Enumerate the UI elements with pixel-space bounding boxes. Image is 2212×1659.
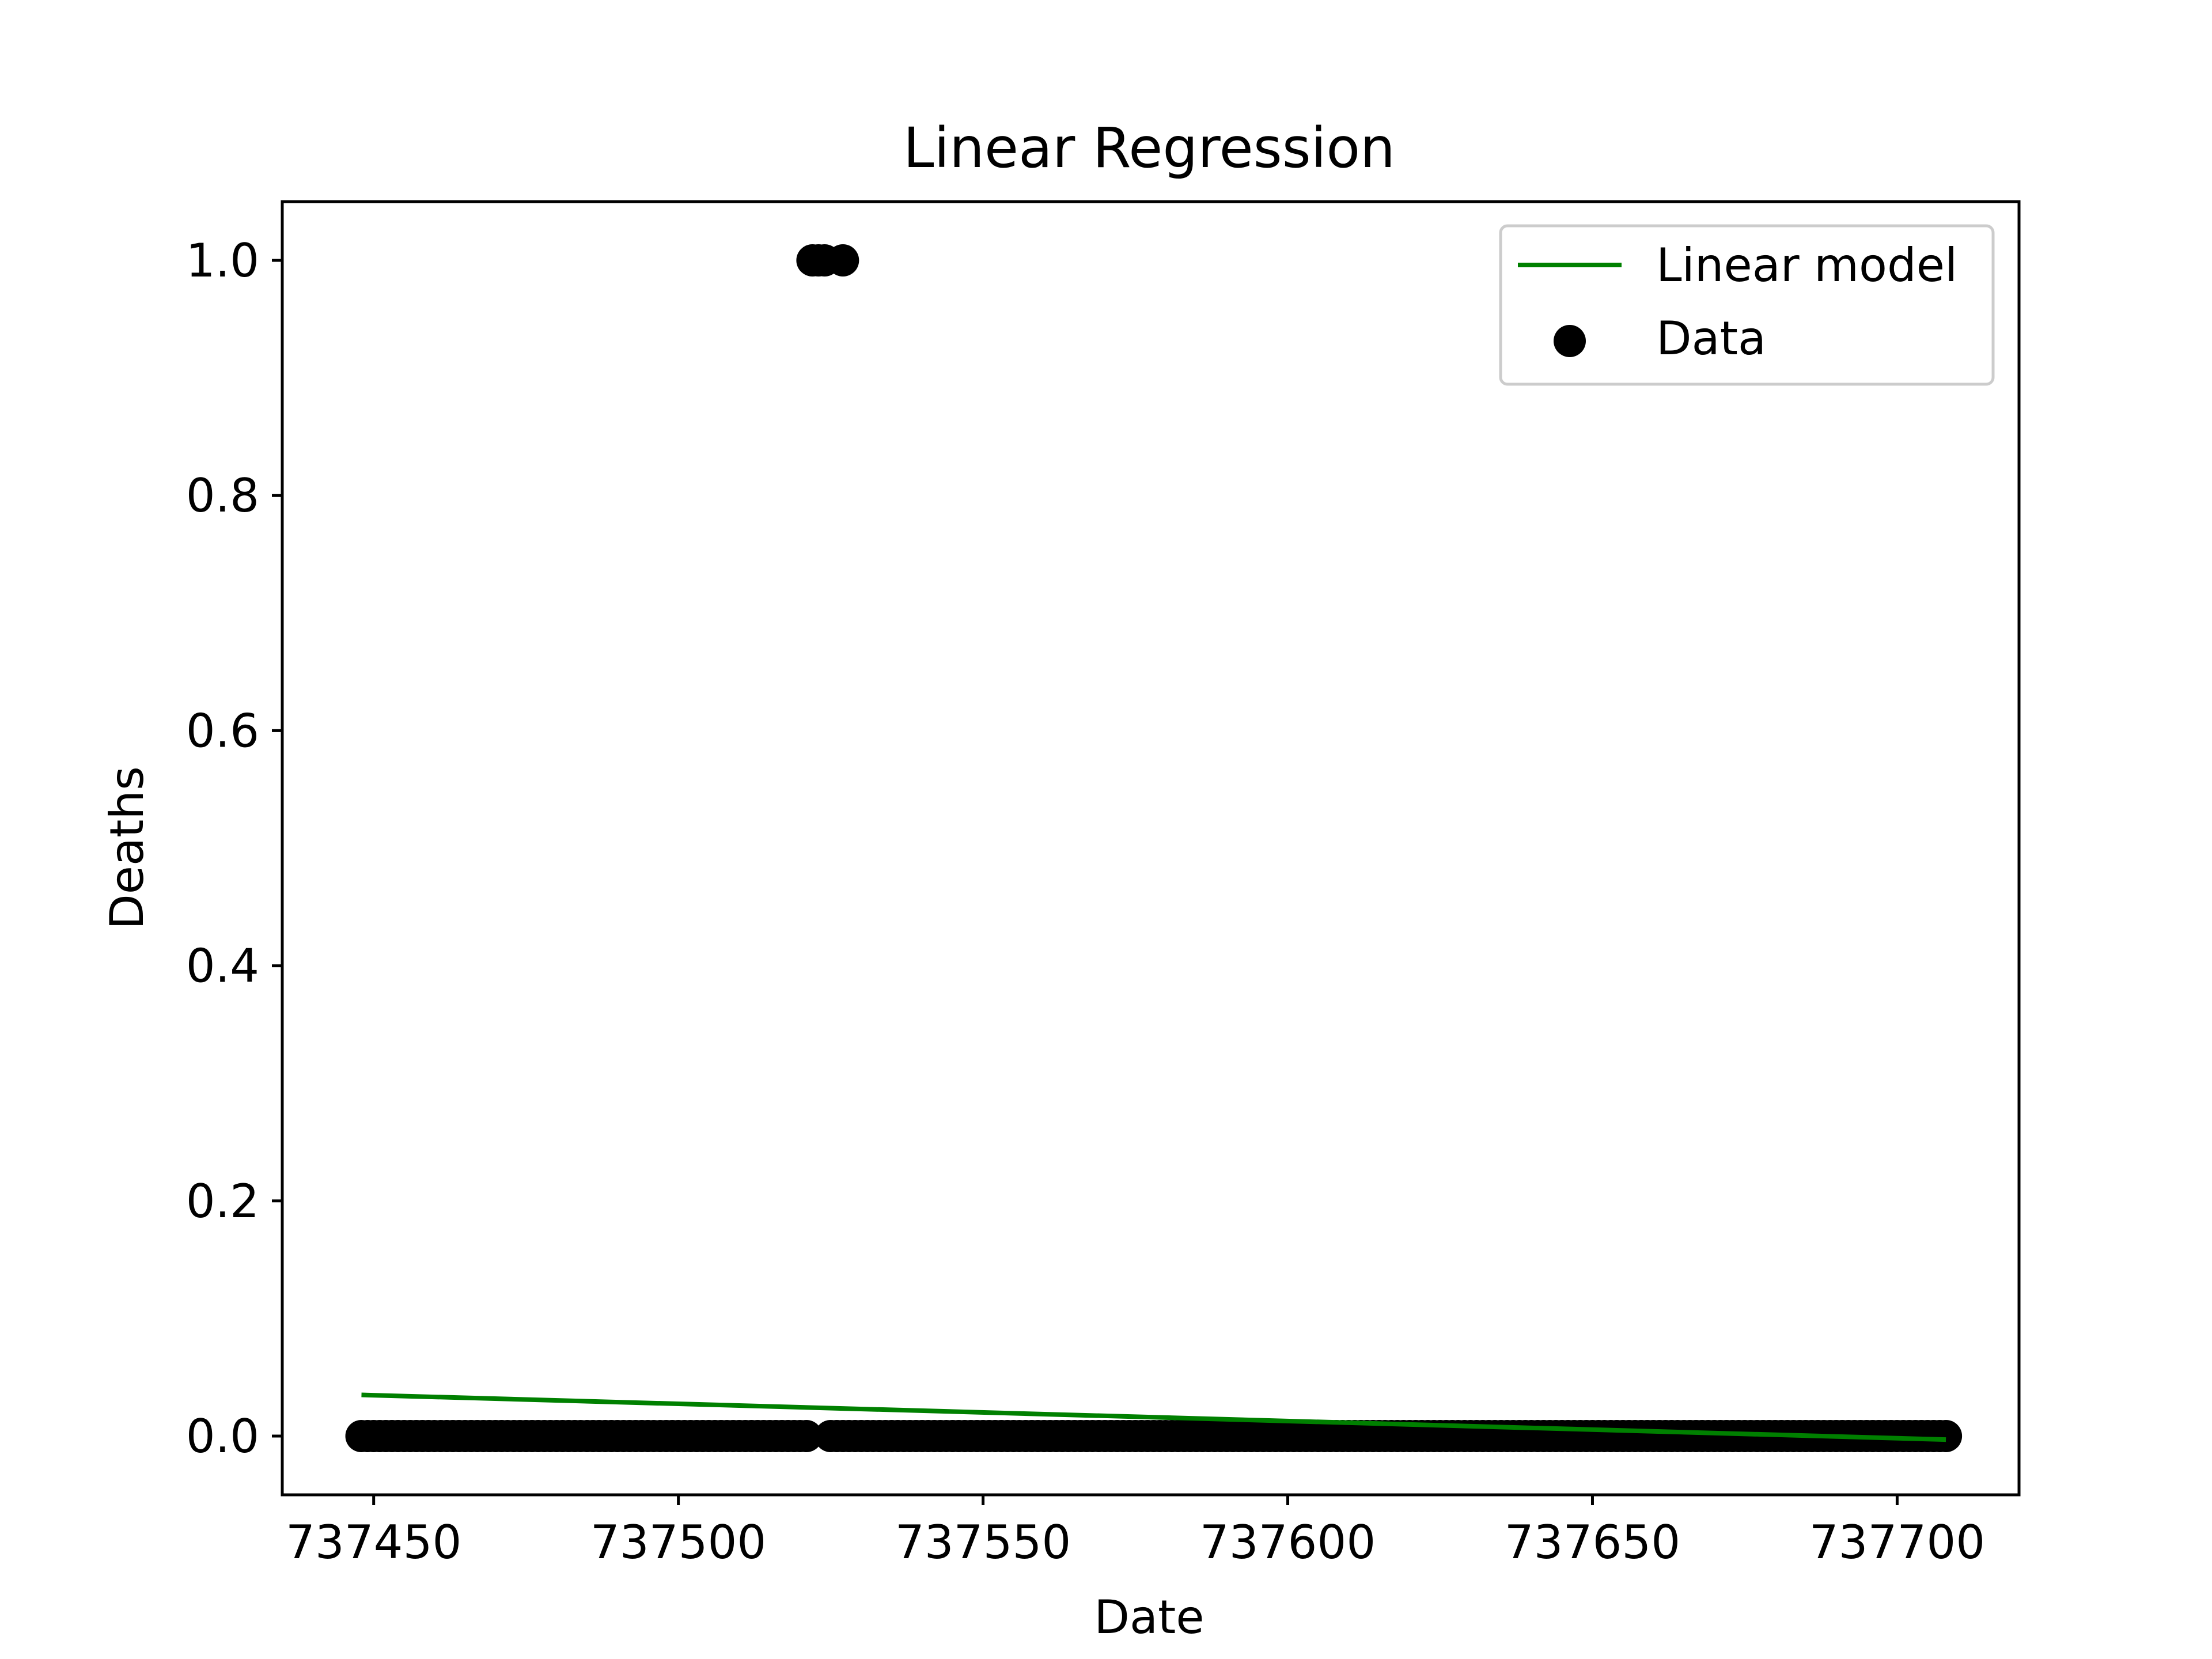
x-tick-label: 737650 [1505, 1516, 1680, 1569]
x-tick-label: 737700 [1809, 1516, 1985, 1569]
x-tick-label: 737450 [286, 1516, 461, 1569]
data-point [1930, 1420, 1963, 1452]
legend-frame [1499, 224, 1995, 386]
data-point [790, 1420, 823, 1452]
x-tick-label: 737500 [590, 1516, 766, 1569]
y-tick-label: 0.0 [186, 1410, 259, 1463]
linear-model-line [361, 1392, 1946, 1442]
legend: Linear model Data [1499, 224, 1995, 386]
y-tick-label: 0.2 [186, 1175, 259, 1228]
x-axis-label: Date [1094, 1590, 1204, 1644]
y-tick-label: 0.6 [186, 704, 259, 757]
legend-marker-swatch [1554, 325, 1586, 357]
y-tick-label: 1.0 [186, 234, 259, 287]
plot-area [345, 244, 1963, 1452]
axes-frame [281, 200, 2021, 1497]
y-tick-label: 0.4 [186, 940, 259, 993]
y-axis-ticks: 0.0 0.2 0.4 0.6 0.8 1.0 [186, 234, 282, 1463]
data-point [827, 244, 859, 276]
legend-label-linear-model: Linear model [1656, 238, 1957, 292]
y-axis-label: Deaths [100, 766, 154, 930]
x-axis-ticks: 737450 737500 737550 737600 737650 737700 [286, 1495, 1985, 1569]
chart-title: Linear Regression [903, 116, 1395, 180]
y-tick-label: 0.8 [186, 469, 259, 522]
x-tick-label: 737550 [895, 1516, 1071, 1569]
legend-label-data: Data [1656, 312, 1766, 365]
x-tick-label: 737600 [1200, 1516, 1376, 1569]
